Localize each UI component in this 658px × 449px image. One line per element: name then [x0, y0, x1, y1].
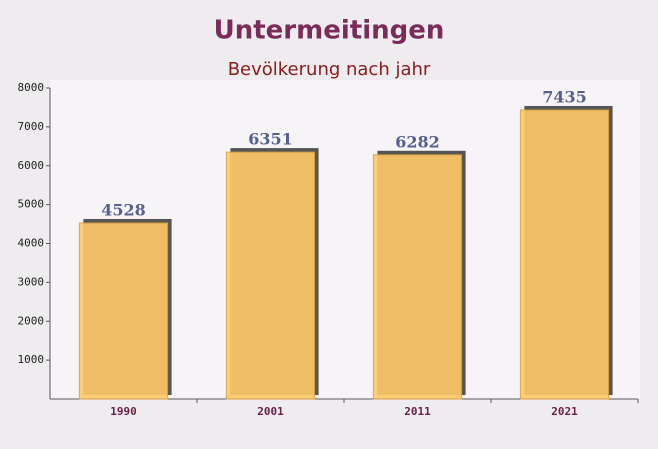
y-tick-label: 5000 — [18, 198, 45, 211]
value-label: 7435 — [542, 87, 587, 106]
value-label: 6351 — [248, 130, 293, 149]
x-tick-label: 2021 — [551, 405, 578, 418]
x-tick-label: 1990 — [110, 405, 137, 418]
value-label: 6282 — [395, 132, 440, 151]
y-tick-label: 1000 — [18, 353, 45, 366]
y-tick-label: 8000 — [18, 81, 45, 94]
y-tick-label: 2000 — [18, 314, 45, 327]
chart-title: Untermeitingen — [214, 16, 445, 46]
bar — [372, 154, 463, 400]
bar — [225, 151, 316, 400]
y-tick-label: 4000 — [18, 237, 45, 250]
value-label: 4528 — [101, 200, 146, 219]
bar — [519, 109, 610, 400]
y-tick-label: 7000 — [18, 120, 45, 133]
chart-subtitle: Bevölkerung nach jahr — [228, 59, 431, 80]
x-tick-label: 2001 — [257, 405, 284, 418]
y-tick-label: 6000 — [18, 159, 45, 172]
x-tick-label: 2011 — [404, 405, 431, 418]
y-tick-label: 3000 — [18, 275, 45, 288]
bar — [78, 222, 169, 400]
